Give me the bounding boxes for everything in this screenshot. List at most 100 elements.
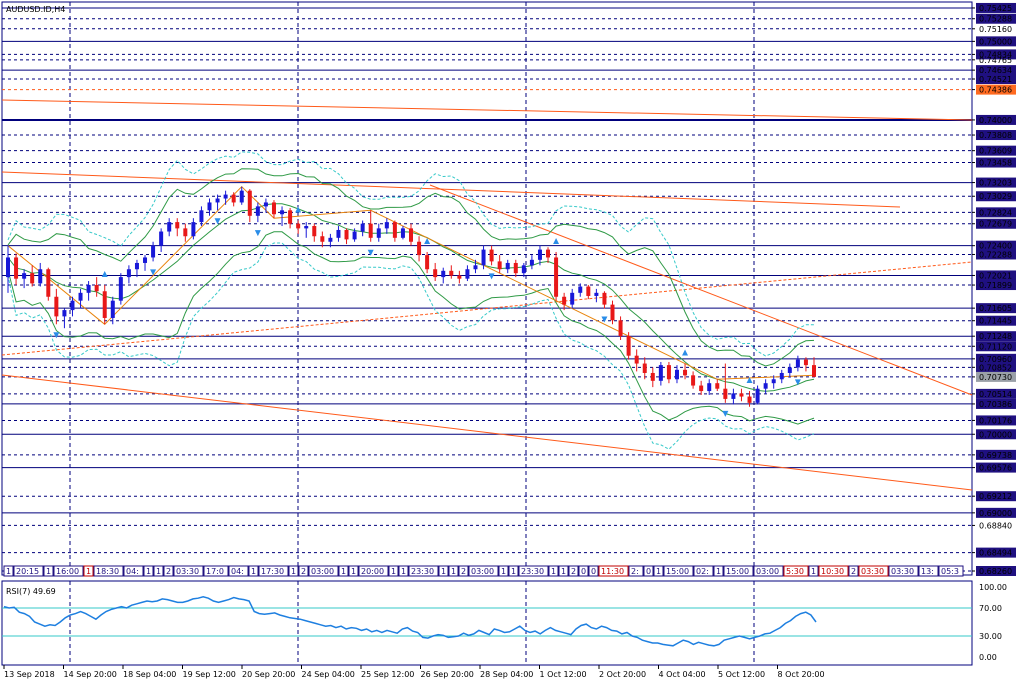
candle-bull	[304, 226, 309, 229]
candle-bear	[271, 202, 276, 215]
price-label: 0.71445	[979, 317, 1012, 326]
candle-bear	[417, 241, 422, 256]
session-tag-text: 1	[341, 567, 346, 576]
session-tag-box	[468, 565, 499, 577]
session-tag-box	[808, 565, 819, 577]
candle-bull	[78, 292, 83, 301]
session-tag-text: 11:30	[601, 567, 624, 576]
session-tag-box	[753, 565, 784, 577]
time-label: 13 Sep 2018	[4, 670, 55, 679]
time-label: 4 Oct 04:00	[659, 670, 706, 679]
candle-bear	[30, 273, 35, 284]
candle-bull	[328, 237, 333, 242]
price-label-box	[976, 315, 1016, 326]
price-label: 0.70514	[979, 390, 1012, 399]
session-tag-text: 1	[6, 567, 11, 576]
session-tag-box	[203, 565, 229, 577]
fractal-down-arrow	[794, 379, 801, 386]
time-label: 20 Sep 20:00	[242, 670, 295, 679]
session-tag-text: 04:	[231, 567, 244, 576]
candle-bear	[554, 257, 559, 297]
price-label: 0.74386	[979, 86, 1012, 95]
price-label-box	[976, 36, 1016, 47]
price-label-box	[976, 491, 1016, 502]
time-label: 14 Sep 20:00	[64, 670, 117, 679]
price-label-box	[976, 449, 1016, 460]
time-label: 1 Oct 12:00	[540, 670, 587, 679]
session-tag-box	[288, 565, 299, 577]
price-label-box	[976, 415, 1016, 426]
candle-bear	[747, 396, 752, 403]
session-tag-text: 2	[461, 567, 466, 576]
candle-bear	[666, 365, 671, 380]
candle-bull	[521, 265, 526, 274]
time-label: 24 Sep 04:00	[302, 670, 355, 679]
trendline-upper	[1, 171, 901, 208]
session-tag-box	[43, 565, 54, 577]
price-label-box	[976, 130, 1016, 141]
price-label: 0.70000	[979, 430, 1012, 439]
zigzag-path	[7, 185, 815, 380]
candle-bull	[795, 359, 800, 368]
candle-bear	[457, 275, 462, 279]
time-label: 2 Oct 20:00	[599, 670, 646, 679]
candle-bull	[22, 273, 27, 279]
price-label: 0.70960	[979, 355, 1012, 364]
price-label: 0.68494	[979, 549, 1012, 558]
session-tag-box	[653, 565, 664, 577]
session-tag-text: 1	[656, 567, 661, 576]
rsi-plot-frame	[1, 580, 973, 666]
candle-bull	[280, 210, 285, 215]
session-tag-box	[918, 565, 939, 577]
candle-bull	[384, 222, 389, 229]
time-label: 5 Oct 12:00	[718, 670, 765, 679]
fractal-down-arrow	[150, 269, 157, 276]
price-label-box	[976, 566, 1016, 576]
session-tag-text: 1	[561, 567, 566, 576]
candle-bull	[239, 190, 244, 203]
candle-bear	[288, 210, 293, 224]
session-tag-text: 03:30	[176, 567, 199, 576]
session-tag-box	[258, 565, 289, 577]
session-tag-text: 03:30	[891, 567, 914, 576]
price-label: 0.73609	[979, 147, 1012, 156]
candle-bull	[223, 194, 228, 199]
candle-bull	[465, 269, 470, 279]
session-tag-text: 20:00	[361, 567, 384, 576]
candle-bear	[602, 292, 607, 305]
session-tag-text: 23:30	[411, 567, 434, 576]
candle-bull	[255, 206, 260, 216]
price-label: 0.71120	[979, 342, 1012, 351]
session-tag-text: 1	[86, 567, 91, 576]
price-label: 0.71605	[979, 304, 1012, 313]
session-tag-box	[848, 565, 859, 577]
candle-bull	[143, 257, 148, 263]
price-label-box	[976, 462, 1016, 473]
candle-bear	[312, 226, 317, 237]
candle-bear	[368, 223, 373, 238]
price-label: 0.70176	[979, 416, 1012, 425]
candle-bull	[191, 222, 196, 237]
candle-bull	[62, 310, 67, 317]
rsi-scale-label: 30.00	[979, 632, 1002, 641]
candle-bear	[94, 284, 99, 292]
session-tag-box	[448, 565, 459, 577]
candle-bear	[513, 262, 518, 274]
candle-bear	[586, 286, 591, 296]
candle-bear	[425, 255, 430, 270]
session-tag-box	[93, 565, 124, 577]
candle-bear	[433, 269, 438, 278]
session-tag-box	[398, 565, 409, 577]
price-label: 0.75000	[979, 37, 1012, 46]
session-tag-box	[663, 565, 694, 577]
candle-bull	[159, 231, 164, 246]
candle-bear	[497, 261, 502, 270]
candle-bear	[409, 228, 413, 242]
candle-bear	[650, 372, 655, 381]
session-tag-text: 1	[551, 567, 556, 576]
candle-bull	[537, 249, 542, 260]
candle-bull	[376, 228, 381, 238]
price-label: 0.68260	[979, 567, 1012, 576]
fractal-down-arrow	[367, 249, 374, 256]
